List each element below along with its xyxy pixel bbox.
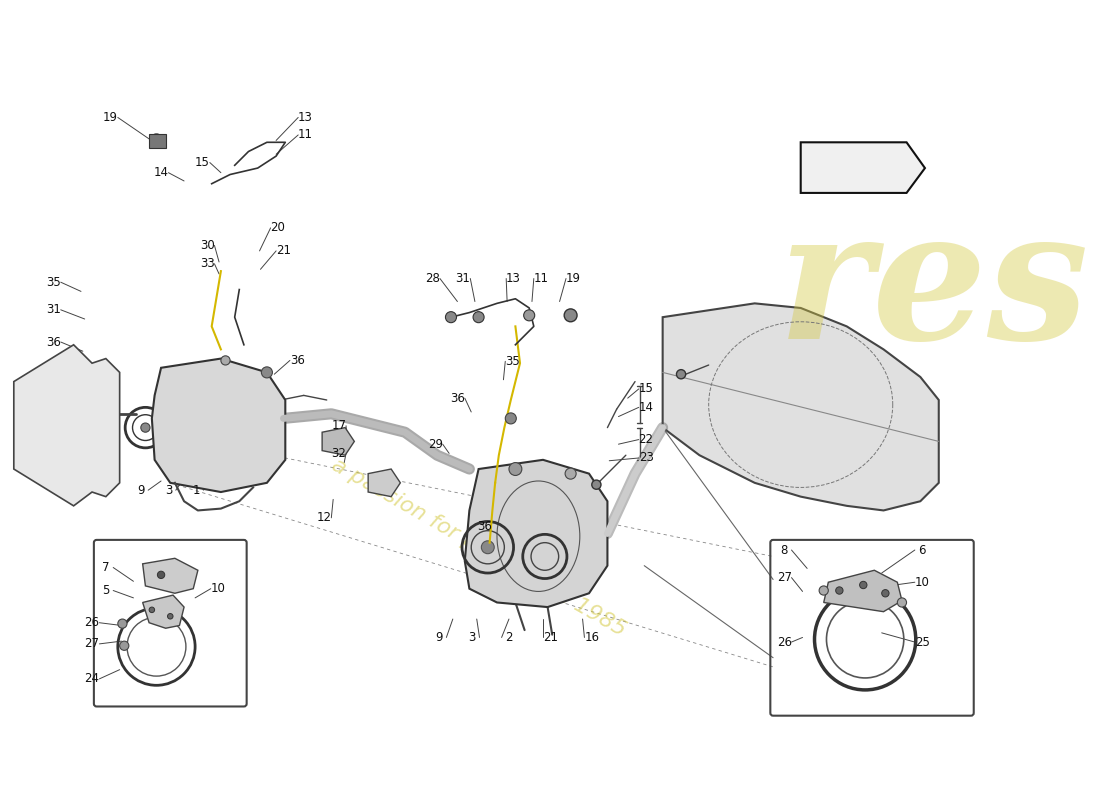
Text: 27: 27 — [85, 638, 99, 650]
Text: 11: 11 — [534, 272, 549, 285]
Polygon shape — [662, 303, 938, 510]
Polygon shape — [368, 469, 400, 497]
Text: 36: 36 — [46, 335, 60, 349]
Text: 22: 22 — [639, 433, 653, 446]
Circle shape — [820, 586, 828, 595]
Text: 32: 32 — [331, 447, 346, 460]
Text: 7: 7 — [102, 561, 110, 574]
Text: 33: 33 — [200, 258, 214, 270]
Text: 3: 3 — [165, 484, 172, 497]
Text: 9: 9 — [436, 631, 443, 644]
Circle shape — [141, 423, 150, 432]
Polygon shape — [14, 345, 120, 506]
Text: 27: 27 — [777, 571, 792, 584]
Text: 16: 16 — [584, 631, 600, 644]
Text: 28: 28 — [425, 272, 440, 285]
Circle shape — [505, 413, 516, 424]
Text: 17: 17 — [331, 419, 346, 432]
Text: 30: 30 — [200, 239, 214, 252]
Text: 1: 1 — [192, 484, 200, 497]
Text: 3: 3 — [469, 631, 476, 644]
Text: 15: 15 — [195, 156, 210, 169]
Text: 36: 36 — [450, 392, 465, 405]
Circle shape — [446, 312, 456, 322]
Circle shape — [54, 449, 66, 462]
Circle shape — [898, 598, 906, 607]
Text: 2: 2 — [505, 631, 513, 644]
Polygon shape — [824, 570, 902, 612]
Circle shape — [262, 367, 273, 378]
Text: 23: 23 — [639, 451, 653, 465]
Text: 8: 8 — [781, 543, 788, 557]
Text: 21: 21 — [276, 245, 292, 258]
Circle shape — [509, 462, 521, 475]
Text: 29: 29 — [428, 438, 443, 450]
Text: 36: 36 — [289, 354, 305, 367]
Text: 6: 6 — [918, 543, 926, 557]
Text: 10: 10 — [915, 576, 930, 589]
Circle shape — [150, 607, 155, 613]
Text: 11: 11 — [298, 129, 314, 142]
Circle shape — [473, 312, 484, 322]
Polygon shape — [465, 460, 607, 607]
Circle shape — [120, 641, 129, 650]
Text: 31: 31 — [455, 272, 471, 285]
Text: 5: 5 — [102, 584, 110, 597]
Polygon shape — [801, 142, 925, 193]
Circle shape — [118, 619, 127, 628]
Text: 9: 9 — [138, 484, 144, 497]
Circle shape — [167, 614, 173, 619]
Circle shape — [157, 571, 165, 578]
Text: 26: 26 — [777, 635, 792, 649]
Circle shape — [592, 480, 601, 490]
Circle shape — [564, 309, 578, 322]
Text: 19: 19 — [565, 272, 581, 285]
Text: 25: 25 — [915, 635, 930, 649]
Circle shape — [482, 541, 494, 554]
Text: a passion for parts since 1985: a passion for parts since 1985 — [328, 454, 629, 640]
Circle shape — [524, 310, 535, 321]
Polygon shape — [322, 428, 354, 455]
Polygon shape — [150, 134, 166, 148]
Text: 15: 15 — [639, 382, 653, 395]
Text: 19: 19 — [103, 111, 118, 124]
Circle shape — [150, 134, 163, 147]
Circle shape — [676, 370, 685, 379]
Polygon shape — [152, 358, 285, 492]
Text: 24: 24 — [85, 672, 99, 686]
Circle shape — [859, 582, 867, 589]
Text: 31: 31 — [46, 303, 60, 316]
Circle shape — [836, 587, 843, 594]
Text: 12: 12 — [317, 511, 331, 524]
Circle shape — [221, 356, 230, 365]
Polygon shape — [143, 558, 198, 594]
Circle shape — [53, 402, 67, 417]
Text: 35: 35 — [505, 355, 520, 368]
Text: 13: 13 — [506, 272, 521, 285]
Text: res: res — [779, 202, 1090, 378]
Text: 13: 13 — [298, 111, 314, 124]
Text: 14: 14 — [639, 401, 653, 414]
Circle shape — [565, 468, 576, 479]
Circle shape — [882, 590, 889, 597]
Text: 26: 26 — [85, 616, 99, 630]
Text: 14: 14 — [154, 166, 168, 179]
Text: 21: 21 — [543, 631, 558, 644]
Text: 20: 20 — [271, 222, 285, 234]
Text: 36: 36 — [477, 519, 493, 533]
Polygon shape — [143, 595, 184, 628]
Text: 35: 35 — [46, 276, 60, 289]
Text: 10: 10 — [211, 582, 226, 595]
